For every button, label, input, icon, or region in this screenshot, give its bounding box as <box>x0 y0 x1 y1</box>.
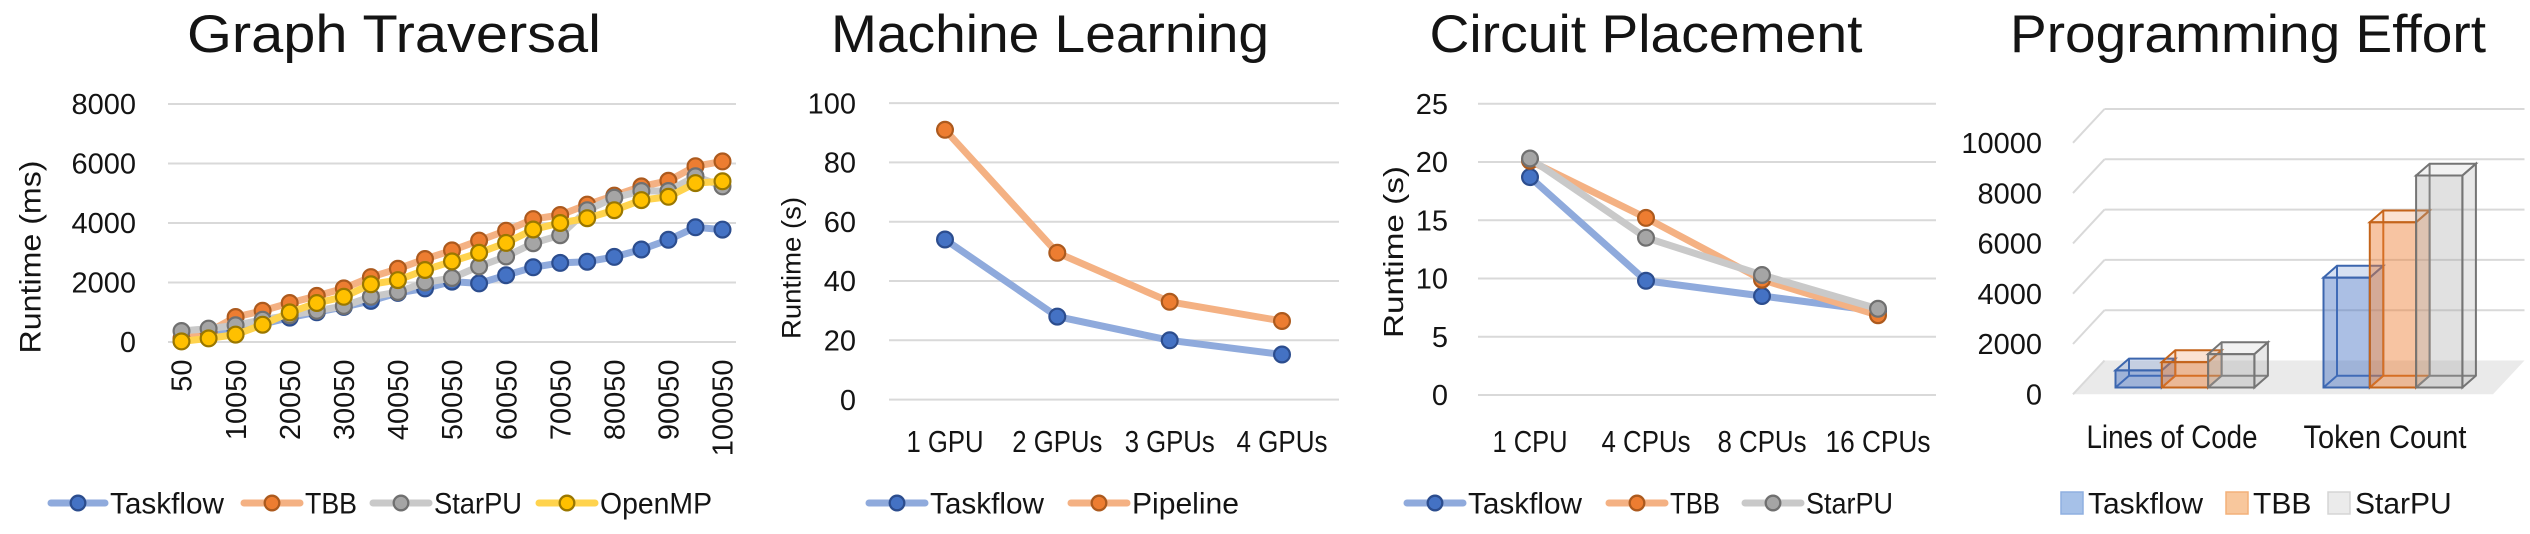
svg-text:10000: 10000 <box>1961 128 2042 160</box>
svg-text:50: 50 <box>167 360 199 392</box>
svg-text:Taskflow: Taskflow <box>1468 488 1582 521</box>
svg-text:OpenMP: OpenMP <box>600 488 712 521</box>
svg-text:30050: 30050 <box>329 360 361 441</box>
svg-text:100050: 100050 <box>708 360 740 457</box>
svg-text:5: 5 <box>1432 322 1448 354</box>
svg-text:20: 20 <box>824 325 856 357</box>
svg-text:40: 40 <box>824 266 856 298</box>
svg-text:Runtime (s): Runtime (s) <box>1378 166 1409 338</box>
svg-text:4000: 4000 <box>71 208 136 240</box>
svg-text:20050: 20050 <box>275 360 307 441</box>
svg-text:Lines of Code: Lines of Code <box>2087 419 2258 455</box>
svg-text:8 CPUs: 8 CPUs <box>1718 424 1807 459</box>
svg-text:StarPU: StarPU <box>1806 488 1893 521</box>
svg-text:100: 100 <box>808 88 856 120</box>
svg-text:20: 20 <box>1416 147 1448 179</box>
svg-text:1 CPU: 1 CPU <box>1493 424 1568 459</box>
svg-text:Taskflow: Taskflow <box>930 488 1044 521</box>
svg-text:4 GPUs: 4 GPUs <box>1237 424 1328 459</box>
svg-text:Programming Effort: Programming Effort <box>2010 5 2486 64</box>
svg-text:4000: 4000 <box>1977 279 2042 311</box>
svg-text:10: 10 <box>1416 264 1448 296</box>
svg-text:4 CPUs: 4 CPUs <box>1602 424 1691 459</box>
svg-text:Pipeline: Pipeline <box>1132 488 1239 521</box>
svg-text:25: 25 <box>1416 89 1448 121</box>
svg-text:6000: 6000 <box>1977 229 2042 261</box>
svg-text:Machine Learning: Machine Learning <box>831 5 1269 64</box>
svg-text:8000: 8000 <box>71 89 136 121</box>
svg-text:60050: 60050 <box>491 360 523 441</box>
svg-text:50050: 50050 <box>437 360 469 441</box>
svg-text:8000: 8000 <box>1977 178 2042 210</box>
svg-text:Token Count: Token Count <box>2304 419 2467 455</box>
svg-text:Graph Traversal: Graph Traversal <box>187 5 601 64</box>
svg-text:60: 60 <box>824 207 856 239</box>
svg-text:StarPU: StarPU <box>434 488 522 521</box>
svg-text:StarPU: StarPU <box>2355 488 2452 521</box>
svg-text:2000: 2000 <box>71 268 136 300</box>
svg-text:80: 80 <box>824 148 856 180</box>
svg-text:2 GPUs: 2 GPUs <box>1012 424 1102 459</box>
svg-text:Runtime (s): Runtime (s) <box>776 197 806 339</box>
svg-text:70050: 70050 <box>545 360 577 441</box>
svg-text:15: 15 <box>1416 205 1448 237</box>
svg-text:40050: 40050 <box>383 360 415 441</box>
svg-text:Taskflow: Taskflow <box>110 488 224 521</box>
svg-text:0: 0 <box>1432 380 1448 412</box>
svg-text:TBB: TBB <box>2253 488 2311 521</box>
svg-text:6000: 6000 <box>71 149 136 181</box>
svg-text:80050: 80050 <box>599 360 631 441</box>
svg-text:0: 0 <box>120 327 136 359</box>
svg-text:2000: 2000 <box>1977 329 2042 361</box>
svg-text:Taskflow: Taskflow <box>2088 488 2203 521</box>
svg-text:3 GPUs: 3 GPUs <box>1125 424 1215 459</box>
svg-text:Circuit Placement: Circuit Placement <box>1430 5 1863 64</box>
svg-text:0: 0 <box>840 385 856 417</box>
svg-text:TBB: TBB <box>305 488 357 521</box>
svg-text:90050: 90050 <box>654 360 686 441</box>
svg-text:TBB: TBB <box>1670 488 1720 521</box>
svg-text:1 GPU: 1 GPU <box>907 424 984 459</box>
svg-text:0: 0 <box>2026 379 2042 411</box>
svg-text:10050: 10050 <box>221 360 253 441</box>
svg-text:Runtime (ms): Runtime (ms) <box>15 161 48 354</box>
svg-text:16 CPUs: 16 CPUs <box>1826 424 1931 459</box>
